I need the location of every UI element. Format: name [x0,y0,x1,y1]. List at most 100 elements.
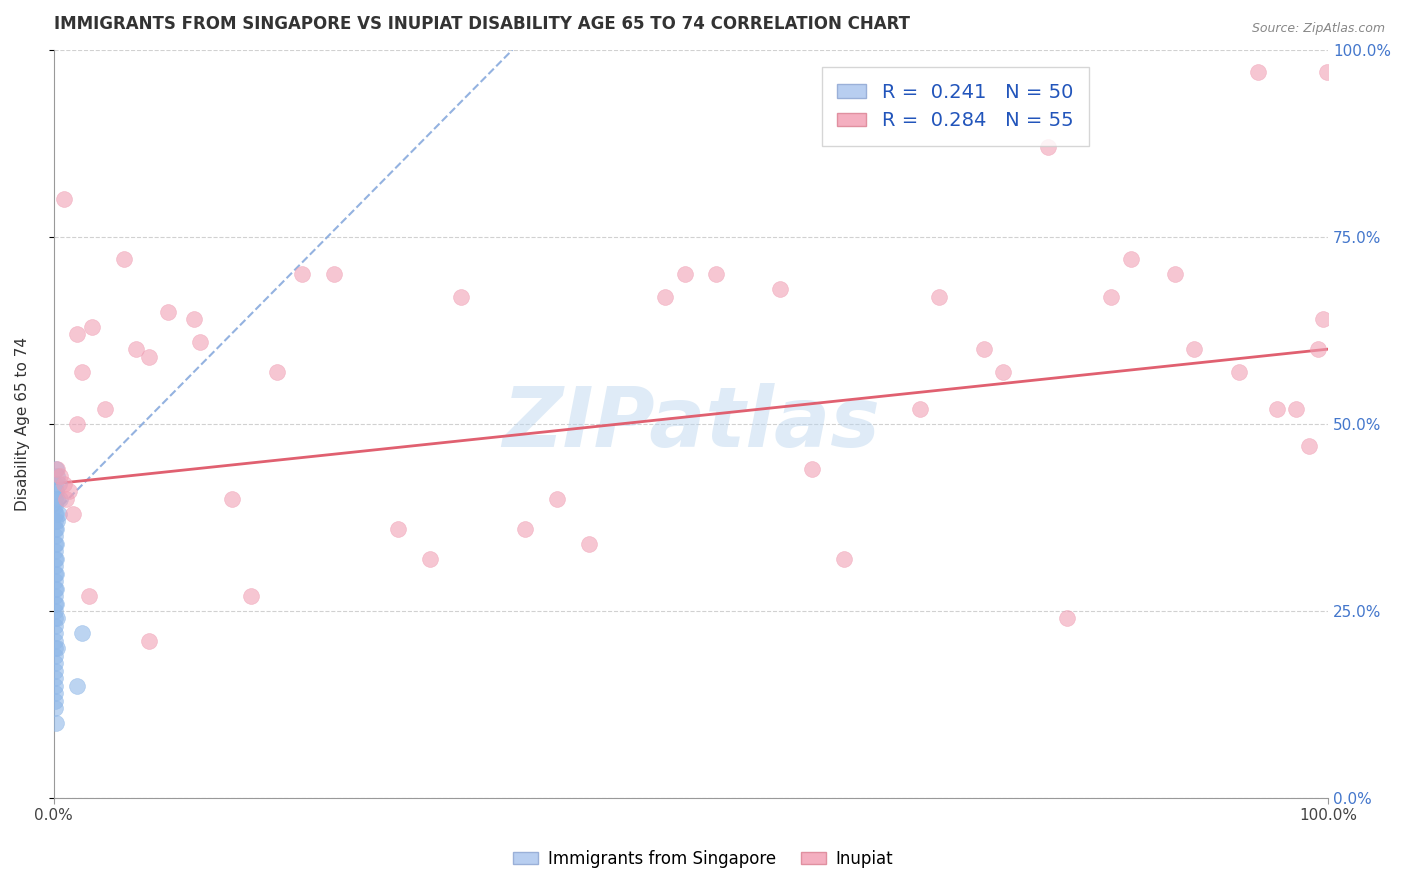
Point [93,402,115,417]
Point [44,529,66,543]
Point [80,319,103,334]
Point [1227,365,1250,379]
Point [125,342,148,356]
Point [46,641,69,656]
Point [44,634,66,648]
Point [1164,268,1187,282]
Point [138,350,160,364]
Point [323,268,346,282]
Point [45,582,67,596]
Point [832,551,855,566]
Point [44,566,66,581]
Point [45,536,67,550]
Point [46,491,69,506]
Point [45,566,67,581]
Point [48,476,70,491]
Point [673,268,696,282]
Point [44,574,66,588]
Point [79,589,101,603]
Point [1316,65,1339,79]
Point [65,417,87,431]
Point [58,484,80,499]
Point [44,626,66,640]
Point [44,544,66,558]
Point [65,679,87,693]
Point [46,611,69,625]
Point [44,522,66,536]
Point [45,597,67,611]
Point [44,582,66,596]
Point [515,522,537,536]
Point [44,657,66,671]
Text: ZIPatlas: ZIPatlas [502,384,880,465]
Point [991,365,1014,379]
Point [45,462,67,476]
Point [44,686,66,700]
Point [44,589,66,603]
Point [44,619,66,633]
Point [55,491,77,506]
Point [44,611,66,625]
Y-axis label: Disability Age 65 to 74: Disability Age 65 to 74 [15,337,30,511]
Point [1182,342,1205,356]
Point [387,522,409,536]
Point [45,507,67,521]
Point [45,551,67,566]
Point [45,484,67,499]
Point [291,268,314,282]
Point [44,694,66,708]
Point [1265,402,1288,417]
Point [578,536,600,550]
Point [44,536,66,550]
Legend: R =  0.241   N = 50, R =  0.284   N = 55: R = 0.241 N = 50, R = 0.284 N = 55 [821,67,1090,146]
Point [769,282,792,296]
Point [49,469,72,483]
Point [112,252,135,267]
Point [44,551,66,566]
Legend: Immigrants from Singapore, Inupiat: Immigrants from Singapore, Inupiat [506,844,900,875]
Point [65,327,87,342]
Point [546,491,568,506]
Point [44,597,66,611]
Point [52,193,75,207]
Point [44,641,66,656]
Point [44,559,66,574]
Point [240,589,263,603]
Point [973,342,995,356]
Point [138,634,160,648]
Point [1306,342,1329,356]
Point [450,290,472,304]
Point [800,462,823,476]
Text: Source: ZipAtlas.com: Source: ZipAtlas.com [1251,22,1385,36]
Point [654,290,676,304]
Point [183,312,205,326]
Point [266,365,288,379]
Point [44,701,66,715]
Point [44,476,66,491]
Point [44,514,66,528]
Point [1298,439,1320,453]
Point [1056,611,1078,625]
Point [1247,65,1270,79]
Point [49,491,72,506]
Point [46,514,69,528]
Point [44,648,66,663]
Point [221,491,243,506]
Point [188,334,211,349]
Point [48,507,70,521]
Point [1101,290,1123,304]
Point [419,551,441,566]
Point [44,664,66,678]
Point [157,304,180,318]
Text: IMMIGRANTS FROM SINGAPORE VS INUPIAT DISABILITY AGE 65 TO 74 CORRELATION CHART: IMMIGRANTS FROM SINGAPORE VS INUPIAT DIS… [53,15,910,33]
Point [44,491,66,506]
Point [70,365,93,379]
Point [62,507,84,521]
Point [44,507,66,521]
Point [706,268,728,282]
Point [45,522,67,536]
Point [46,462,69,476]
Point [70,626,93,640]
Point [928,290,950,304]
Point [44,679,66,693]
